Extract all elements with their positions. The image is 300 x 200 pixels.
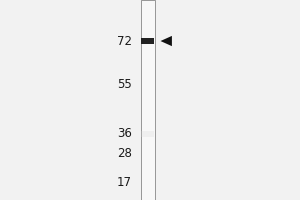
Polygon shape: [160, 36, 172, 46]
Text: 17: 17: [117, 176, 132, 189]
Text: 72: 72: [117, 35, 132, 48]
Text: 36: 36: [117, 127, 132, 140]
Text: 28: 28: [117, 147, 132, 160]
Bar: [141, 38, 154, 44]
Bar: [141, 0, 154, 200]
Bar: [141, 131, 154, 137]
Text: 55: 55: [117, 78, 132, 91]
